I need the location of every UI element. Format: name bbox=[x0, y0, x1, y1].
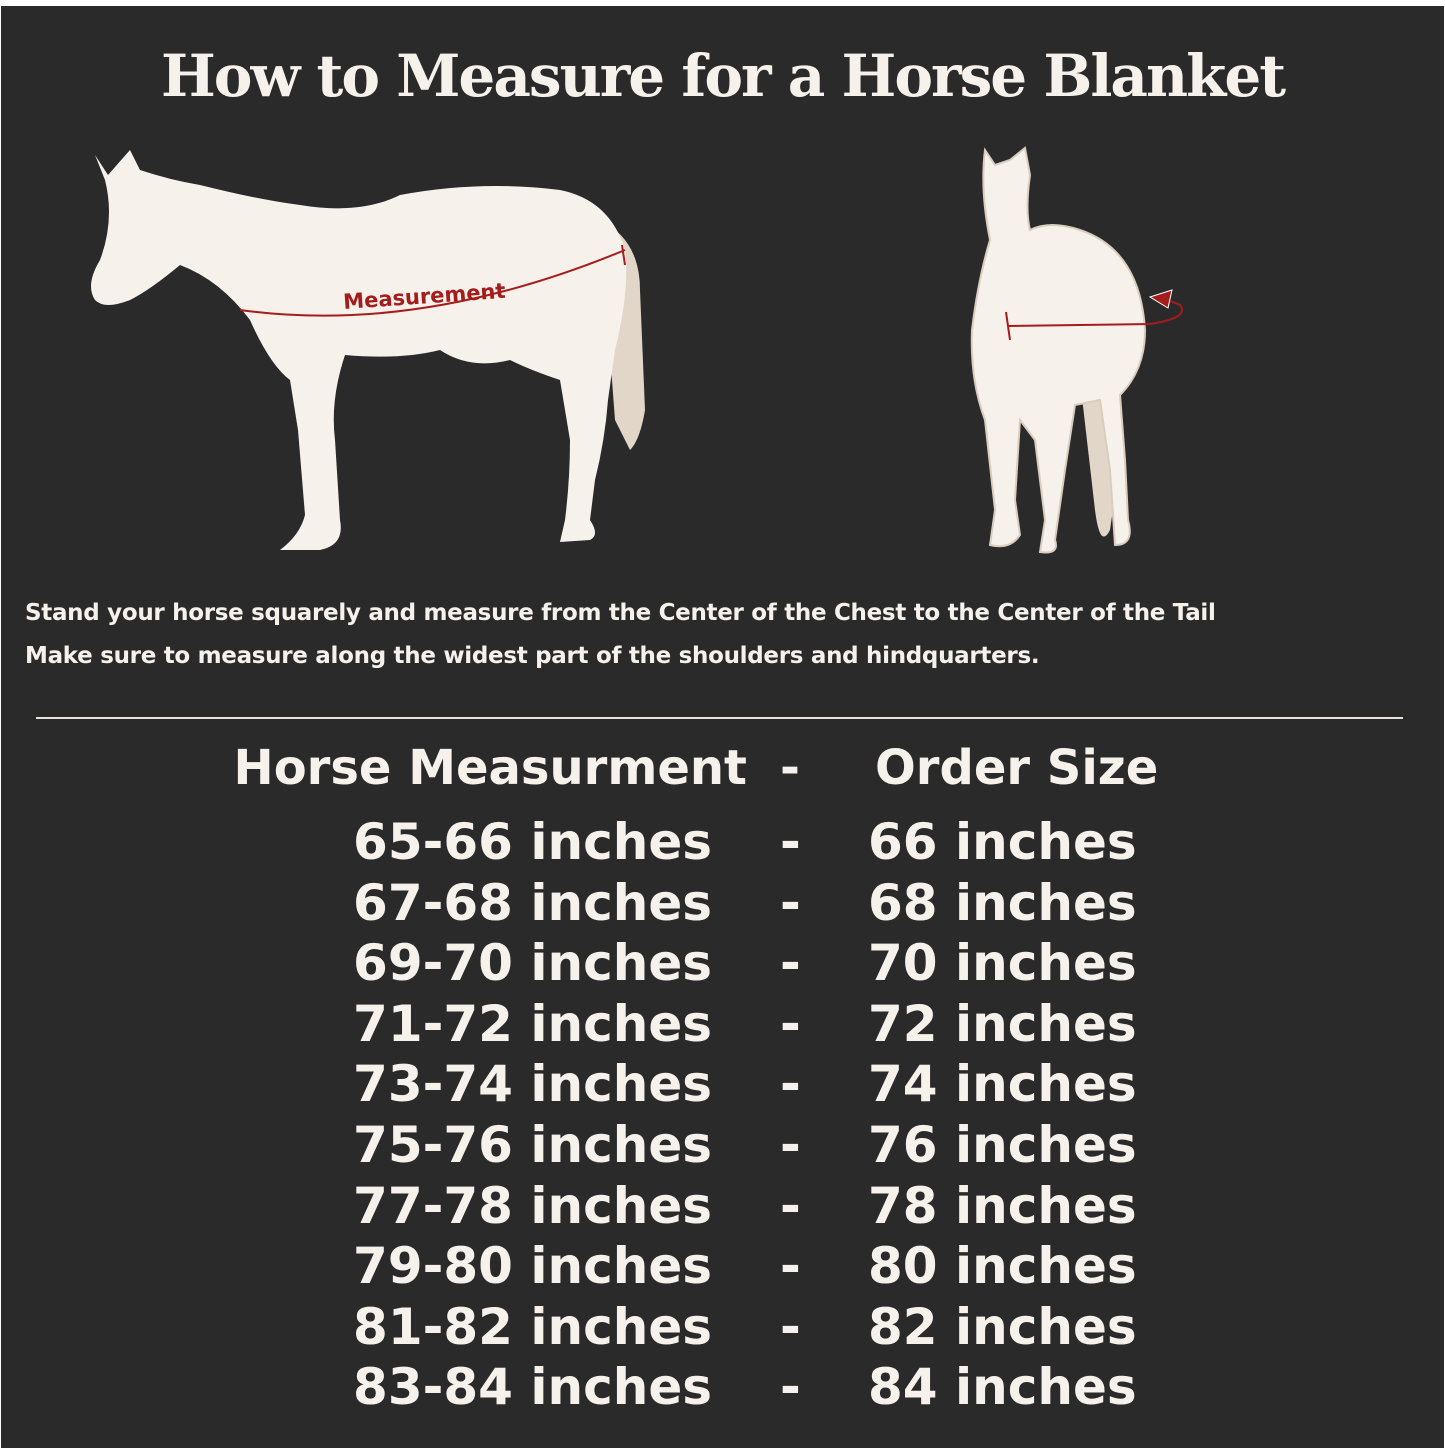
order-size: 72 inches bbox=[868, 994, 1137, 1053]
row-separator: - bbox=[780, 813, 801, 871]
horse-measurement: 69-70 inches bbox=[353, 934, 712, 993]
size-table-row: 69-70 inches - 70 inches bbox=[0, 934, 1445, 994]
row-separator: - bbox=[780, 873, 801, 932]
size-table-row: 75-76 inches - 76 inches bbox=[0, 1116, 1445, 1176]
page-title: How to Measure for a Horse Blanket bbox=[160, 42, 1286, 110]
size-table-row: 81-82 inches - 82 inches bbox=[0, 1298, 1445, 1358]
size-table-row: 73-74 inches - 74 inches bbox=[0, 1055, 1445, 1115]
size-table-row: 79-80 inches - 80 inches bbox=[0, 1237, 1445, 1297]
header-order-size: Order Size bbox=[875, 740, 1159, 796]
order-size: 80 inches bbox=[868, 1237, 1137, 1296]
header-separator: - bbox=[780, 740, 800, 796]
horse-measurement: 71-72 inches bbox=[353, 994, 712, 1053]
order-size: 84 inches bbox=[868, 1358, 1137, 1417]
row-separator: - bbox=[780, 934, 801, 993]
horse-measurement: 65-66 inches bbox=[353, 813, 712, 871]
horse-measurement: 81-82 inches bbox=[353, 1297, 712, 1356]
row-separator: - bbox=[780, 1358, 801, 1417]
order-size: 70 inches bbox=[868, 934, 1137, 993]
size-table-row: 71-72 inches - 72 inches bbox=[0, 995, 1445, 1055]
order-size: 68 inches bbox=[868, 873, 1137, 932]
horse-measurement: 79-80 inches bbox=[353, 1237, 712, 1296]
size-table-row: 83-84 inches - 84 inches bbox=[0, 1358, 1445, 1418]
size-table-header: Horse Measurment - Order Size bbox=[0, 740, 1445, 800]
horse-measurement: 73-74 inches bbox=[353, 1055, 712, 1114]
row-separator: - bbox=[780, 1297, 801, 1356]
header-horse-measurement: Horse Measurment bbox=[233, 740, 747, 796]
horse-measurement: 75-76 inches bbox=[353, 1116, 712, 1174]
order-size: 76 inches bbox=[868, 1116, 1137, 1174]
order-size: 74 inches bbox=[868, 1055, 1137, 1114]
order-size: 66 inches bbox=[868, 813, 1137, 871]
horse-rear-view-illustration bbox=[970, 146, 1183, 554]
horse-measurement: 67-68 inches bbox=[353, 873, 712, 932]
order-size: 82 inches bbox=[868, 1297, 1137, 1356]
row-separator: - bbox=[780, 1116, 801, 1174]
row-separator: - bbox=[780, 1176, 801, 1235]
order-size: 78 inches bbox=[868, 1176, 1137, 1235]
row-separator: - bbox=[780, 1055, 801, 1114]
divider bbox=[36, 717, 1403, 719]
instruction-line-2: Make sure to measure along the widest pa… bbox=[25, 643, 1040, 669]
horse-measurement: 77-78 inches bbox=[353, 1176, 712, 1235]
size-table-row: 65-66 inches - 66 inches bbox=[0, 813, 1445, 873]
row-separator: - bbox=[780, 1237, 801, 1296]
horse-measurement: 83-84 inches bbox=[353, 1358, 712, 1417]
size-table-row: 77-78 inches - 78 inches bbox=[0, 1177, 1445, 1237]
instruction-line-1: Stand your horse squarely and measure fr… bbox=[25, 600, 1216, 626]
horse-side-view-illustration: Measurement bbox=[91, 150, 645, 550]
size-table-row: 67-68 inches - 68 inches bbox=[0, 874, 1445, 934]
row-separator: - bbox=[780, 994, 801, 1053]
